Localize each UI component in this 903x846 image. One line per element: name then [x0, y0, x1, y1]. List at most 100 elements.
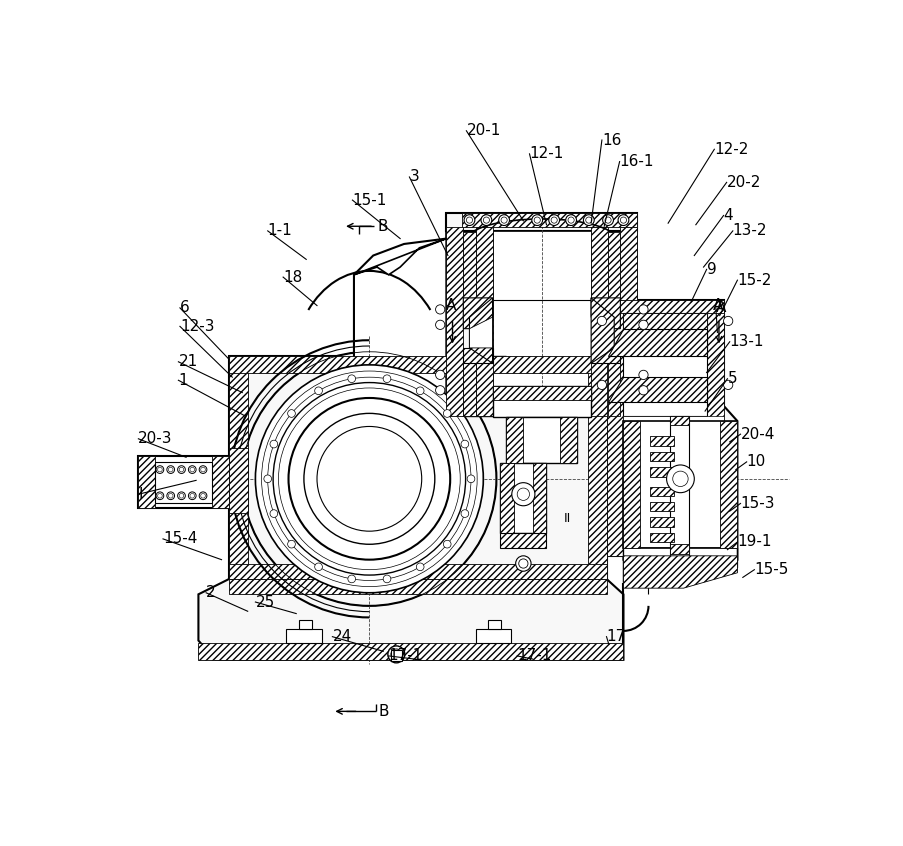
Polygon shape	[499, 464, 545, 533]
Circle shape	[638, 371, 647, 380]
Text: 25: 25	[256, 595, 275, 609]
Polygon shape	[623, 548, 737, 583]
Circle shape	[287, 541, 295, 548]
Circle shape	[177, 492, 185, 500]
Circle shape	[416, 387, 424, 394]
Circle shape	[199, 492, 207, 500]
Circle shape	[156, 466, 163, 474]
Circle shape	[461, 510, 468, 518]
Polygon shape	[608, 233, 619, 298]
Polygon shape	[462, 298, 492, 328]
Bar	[649, 502, 673, 511]
Circle shape	[638, 305, 647, 314]
Circle shape	[442, 409, 451, 417]
Polygon shape	[506, 417, 523, 464]
Circle shape	[435, 386, 444, 395]
Text: 1-1: 1-1	[267, 223, 293, 239]
Circle shape	[188, 466, 196, 474]
Text: A: A	[446, 298, 456, 313]
Circle shape	[597, 380, 606, 389]
Polygon shape	[298, 620, 312, 629]
Bar	[649, 452, 673, 461]
Polygon shape	[591, 298, 613, 363]
Polygon shape	[492, 387, 591, 400]
Circle shape	[314, 563, 322, 571]
Circle shape	[442, 541, 451, 548]
Polygon shape	[560, 417, 577, 464]
Circle shape	[548, 215, 559, 226]
Polygon shape	[475, 629, 510, 643]
Text: 15-2: 15-2	[737, 272, 771, 288]
Circle shape	[383, 375, 390, 382]
Text: 15-3: 15-3	[740, 496, 774, 511]
Circle shape	[348, 575, 355, 583]
Circle shape	[270, 510, 277, 518]
Text: I: I	[138, 486, 143, 502]
Text: 16-1: 16-1	[619, 154, 654, 169]
Text: 12-3: 12-3	[180, 319, 214, 334]
Polygon shape	[499, 464, 514, 533]
Polygon shape	[492, 387, 591, 417]
Polygon shape	[706, 300, 722, 556]
Polygon shape	[506, 417, 577, 464]
Polygon shape	[446, 227, 462, 415]
Circle shape	[387, 645, 405, 663]
Polygon shape	[390, 650, 401, 661]
Text: 10: 10	[746, 454, 765, 470]
Circle shape	[416, 563, 424, 571]
Text: 21: 21	[178, 354, 198, 370]
Polygon shape	[488, 620, 500, 629]
Polygon shape	[155, 462, 212, 503]
Circle shape	[461, 440, 468, 448]
Polygon shape	[229, 355, 606, 372]
Polygon shape	[198, 579, 623, 660]
Circle shape	[390, 649, 401, 660]
Text: II: II	[563, 513, 570, 525]
Polygon shape	[461, 213, 637, 227]
Polygon shape	[492, 231, 591, 415]
Circle shape	[303, 414, 434, 544]
Text: 13-1: 13-1	[729, 334, 763, 349]
Polygon shape	[229, 448, 247, 514]
Text: 5: 5	[727, 371, 736, 387]
Polygon shape	[623, 313, 706, 415]
Text: 9: 9	[706, 262, 715, 277]
Circle shape	[602, 215, 613, 226]
Circle shape	[435, 320, 444, 329]
Circle shape	[467, 475, 474, 483]
Polygon shape	[623, 421, 737, 548]
Circle shape	[167, 466, 174, 474]
Circle shape	[270, 440, 277, 448]
Polygon shape	[138, 456, 155, 508]
Polygon shape	[720, 421, 737, 548]
Text: 16: 16	[601, 133, 620, 147]
Circle shape	[435, 305, 444, 314]
Bar	[649, 533, 673, 542]
Polygon shape	[446, 227, 492, 415]
Bar	[669, 544, 688, 553]
Polygon shape	[229, 563, 606, 579]
Circle shape	[314, 387, 322, 394]
Bar	[649, 486, 673, 496]
Polygon shape	[229, 579, 606, 595]
Circle shape	[722, 380, 732, 389]
Polygon shape	[623, 406, 737, 560]
Polygon shape	[229, 355, 247, 579]
Text: 2: 2	[206, 585, 216, 601]
Bar	[649, 517, 673, 526]
Polygon shape	[469, 317, 492, 348]
Circle shape	[287, 409, 295, 417]
Circle shape	[264, 475, 271, 483]
Circle shape	[242, 352, 496, 606]
Circle shape	[531, 215, 542, 226]
Circle shape	[597, 316, 606, 326]
Text: A: A	[712, 298, 722, 313]
Bar	[669, 415, 688, 425]
Text: 18: 18	[283, 270, 302, 284]
Text: A: A	[715, 300, 725, 316]
Polygon shape	[623, 313, 706, 328]
Polygon shape	[606, 300, 722, 313]
Polygon shape	[462, 363, 475, 415]
Text: 1: 1	[178, 373, 188, 387]
Text: 4: 4	[722, 208, 732, 223]
